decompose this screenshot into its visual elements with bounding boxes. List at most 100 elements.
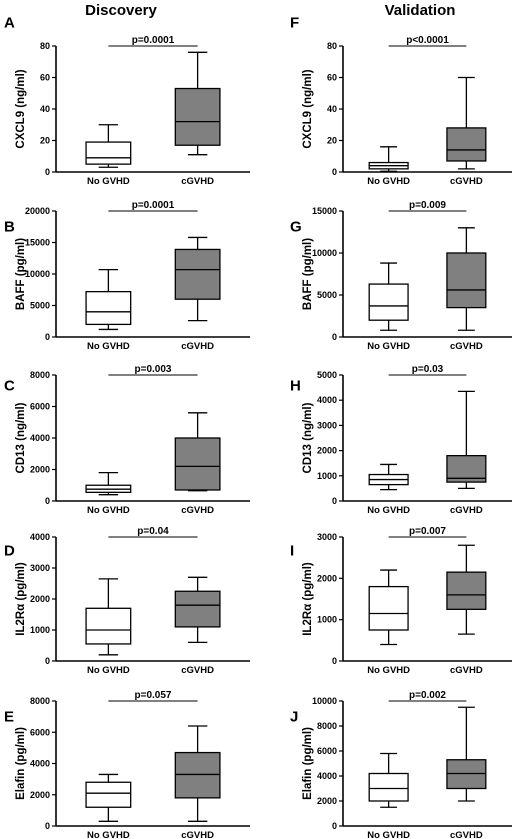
panel-i: I IL2Rα (pg/ml) 0 1000 2000 3000 No GVHD cGVHD p… bbox=[290, 526, 512, 676]
y-tick-label: 60 bbox=[327, 73, 337, 83]
box-no-gvhd bbox=[85, 781, 132, 808]
y-tick-label: 1000 bbox=[317, 471, 337, 481]
y-tick-label: 0 bbox=[332, 332, 337, 342]
box-cgvhd bbox=[174, 87, 221, 146]
y-tick-label: 2000 bbox=[30, 594, 50, 604]
y-axis-label: IL2Rα (pg/ml) bbox=[15, 562, 27, 636]
p-value-label: p=0.03 bbox=[412, 364, 444, 375]
y-tick-label: 5000 bbox=[30, 301, 50, 311]
category-label: cGVHD bbox=[450, 830, 483, 839]
y-tick-label: 1000 bbox=[30, 625, 50, 635]
panel-letter: G bbox=[290, 218, 302, 235]
y-tick-label: 6000 bbox=[30, 727, 50, 737]
y-axis-label: CXCL9 (ng/ml) bbox=[302, 69, 314, 148]
column-title-discovery: Discovery bbox=[85, 2, 157, 19]
y-tick-label: 0 bbox=[45, 332, 50, 342]
p-value-label: p=0.003 bbox=[135, 364, 172, 375]
y-tick-label: 2000 bbox=[30, 790, 50, 800]
category-label: cGVHD bbox=[181, 176, 214, 187]
panel-j: J Elafin (pg/ml) 0 2000 4000 6000 8000 10000 No … bbox=[290, 690, 512, 839]
y-tick-label: 1000 bbox=[317, 615, 337, 625]
category-label: cGVHD bbox=[181, 341, 214, 352]
y-tick-label: 4000 bbox=[30, 759, 50, 769]
category-label: No GVHD bbox=[87, 505, 130, 516]
p-value-label: p=0.002 bbox=[409, 690, 446, 701]
y-tick-label: 0 bbox=[332, 496, 337, 506]
box-cgvhd bbox=[174, 248, 221, 300]
y-axis-label: BAFF (pg/ml) bbox=[15, 238, 27, 310]
y-tick-label: 2000 bbox=[317, 446, 337, 456]
panel-a: A CXCL9 (ng/ml) 0 20 40 60 80 No GVHD cGVHD p=0.0… bbox=[4, 14, 250, 187]
category-label: cGVHD bbox=[450, 505, 483, 516]
panel-letter: H bbox=[290, 377, 301, 394]
category-label: cGVHD bbox=[181, 665, 214, 676]
panel-letter: J bbox=[290, 708, 298, 725]
box-cgvhd bbox=[174, 590, 221, 628]
y-tick-label: 15000 bbox=[25, 238, 50, 248]
category-label: cGVHD bbox=[181, 505, 214, 516]
y-tick-label: 2000 bbox=[317, 573, 337, 583]
category-label: cGVHD bbox=[450, 176, 483, 187]
box-no-gvhd bbox=[85, 290, 132, 326]
y-tick-label: 10000 bbox=[25, 269, 50, 279]
y-tick-label: 20000 bbox=[25, 206, 50, 216]
y-tick-label: 15000 bbox=[312, 206, 337, 216]
y-tick-label: 0 bbox=[45, 496, 50, 506]
y-tick-label: 5000 bbox=[317, 370, 337, 380]
category-label: No GVHD bbox=[367, 505, 410, 516]
panel-letter: A bbox=[4, 14, 15, 31]
y-tick-label: 80 bbox=[327, 41, 337, 51]
p-value-label: p=0.0001 bbox=[132, 200, 175, 211]
panel-letter: E bbox=[4, 708, 14, 725]
box-no-gvhd bbox=[368, 772, 409, 802]
category-label: No GVHD bbox=[87, 830, 130, 839]
y-tick-label: 0 bbox=[45, 167, 50, 177]
y-tick-label: 5000 bbox=[317, 290, 337, 300]
box-no-gvhd bbox=[85, 607, 132, 645]
box-cgvhd bbox=[446, 252, 487, 309]
y-tick-label: 0 bbox=[332, 167, 337, 177]
y-tick-label: 3000 bbox=[317, 420, 337, 430]
y-tick-label: 0 bbox=[45, 656, 50, 666]
panel-letter: D bbox=[4, 542, 15, 559]
y-tick-label: 80 bbox=[40, 41, 50, 51]
y-tick-label: 0 bbox=[332, 821, 337, 831]
y-tick-label: 8000 bbox=[30, 370, 50, 380]
box-cgvhd bbox=[174, 437, 221, 491]
y-tick-label: 20 bbox=[40, 136, 50, 146]
y-tick-label: 6000 bbox=[30, 402, 50, 412]
category-label: No GVHD bbox=[87, 665, 130, 676]
y-tick-label: 0 bbox=[45, 821, 50, 831]
y-tick-label: 40 bbox=[327, 104, 337, 114]
box-no-gvhd bbox=[368, 585, 409, 631]
y-axis-label: CXCL9 (ng/ml) bbox=[15, 69, 27, 148]
p-value-label: p=0.009 bbox=[409, 200, 446, 211]
y-tick-label: 4000 bbox=[317, 771, 337, 781]
category-label: No GVHD bbox=[367, 830, 410, 839]
category-label: cGVHD bbox=[450, 341, 483, 352]
category-label: cGVHD bbox=[181, 830, 214, 839]
box-cgvhd bbox=[446, 571, 487, 610]
p-value-label: p=0.04 bbox=[137, 526, 169, 537]
box-no-gvhd bbox=[85, 141, 132, 165]
category-label: No GVHD bbox=[367, 176, 410, 187]
y-tick-label: 40 bbox=[40, 104, 50, 114]
panel-letter: I bbox=[290, 542, 294, 559]
y-axis-label: CD13 (ng/ml) bbox=[15, 402, 27, 473]
y-tick-label: 10000 bbox=[312, 248, 337, 258]
y-tick-label: 60 bbox=[40, 73, 50, 83]
category-label: No GVHD bbox=[367, 341, 410, 352]
box-cgvhd bbox=[446, 127, 487, 162]
p-value-label: p<0.0001 bbox=[406, 35, 449, 46]
y-tick-label: 8000 bbox=[30, 696, 50, 706]
y-axis-label: CD13 (ng/ml) bbox=[302, 402, 314, 473]
y-tick-label: 0 bbox=[332, 656, 337, 666]
y-tick-label: 4000 bbox=[317, 395, 337, 405]
y-tick-label: 2000 bbox=[30, 465, 50, 475]
category-label: No GVHD bbox=[87, 176, 130, 187]
y-axis-label: Elafin (pg/ml) bbox=[302, 727, 314, 800]
